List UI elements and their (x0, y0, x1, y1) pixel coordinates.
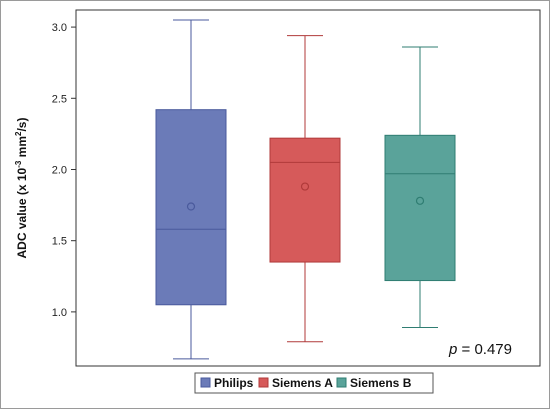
legend-item: Siemens B (336, 376, 412, 390)
legend-item: Philips (200, 376, 254, 390)
legend-label: Siemens B (350, 376, 412, 390)
legend-swatch (258, 377, 269, 388)
y-tick-label: 3.0 (52, 22, 67, 34)
p-value-text: = 0.479 (457, 341, 512, 358)
iqr-box (384, 134, 456, 282)
mean-marker (186, 202, 196, 211)
legend: Philips Siemens A Siemens B (200, 376, 412, 390)
y-axis-title: ADC value (x 10-3 mm2/s) (14, 118, 29, 259)
box-series (155, 19, 456, 360)
iqr-box (269, 137, 341, 263)
box-philips (155, 19, 227, 360)
legend-label: Philips (214, 376, 254, 390)
y-tick-label: 2.0 (52, 164, 67, 176)
box-siemens-a (269, 35, 341, 343)
legend-swatch (336, 377, 347, 388)
legend-box (194, 372, 434, 394)
y-tick-label: 1.5 (52, 236, 67, 248)
legend-item: Siemens A (258, 376, 333, 390)
mean-marker (300, 182, 310, 191)
y-axis-title-exp2: 2 (14, 131, 23, 136)
p-value-annotation: p = 0.479 (448, 341, 512, 358)
iqr-box (155, 109, 227, 306)
y-tick-label: 1.0 (52, 307, 67, 319)
box-siemens-b (384, 46, 456, 329)
y-axis-title-exp1: -3 (14, 160, 23, 168)
p-value-symbol: p (448, 341, 457, 358)
legend-swatch (200, 377, 211, 388)
mean-marker (415, 196, 425, 205)
plot-area (75, 9, 541, 367)
legend-label: Siemens A (272, 376, 333, 390)
y-tick-label: 2.5 (52, 93, 67, 105)
y-axis-ticks: 1.0 1.5 2.0 2.5 3.0 (52, 22, 76, 319)
